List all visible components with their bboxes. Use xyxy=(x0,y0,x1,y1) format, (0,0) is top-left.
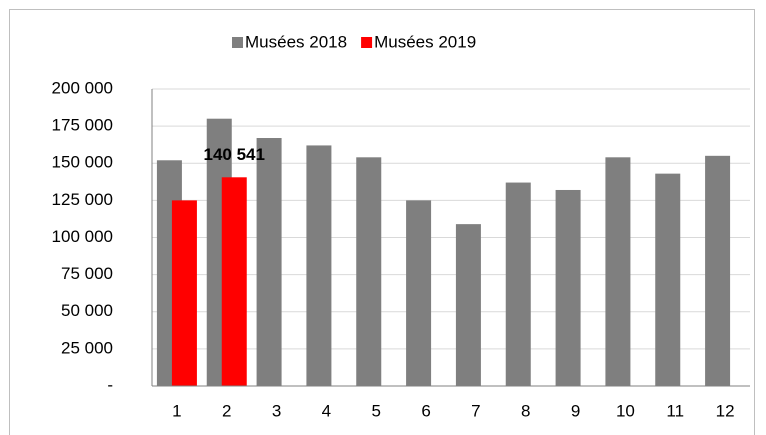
x-tick-label: 7 xyxy=(471,401,480,420)
bar xyxy=(256,138,282,386)
x-tick-label: 9 xyxy=(571,401,580,420)
bar xyxy=(505,182,531,386)
y-tick-label: 100 000 xyxy=(52,227,113,246)
y-tick-label: 75 000 xyxy=(61,264,113,283)
bar xyxy=(171,200,197,386)
x-tick-label: 10 xyxy=(616,401,635,420)
y-tick-label: 175 000 xyxy=(52,116,113,135)
legend-label: Musées 2019 xyxy=(374,32,476,51)
bar xyxy=(455,224,481,386)
x-tick-label: 12 xyxy=(716,401,735,420)
x-tick-label: 2 xyxy=(222,401,231,420)
bar xyxy=(605,157,631,386)
bar xyxy=(356,157,382,386)
x-tick-label: 5 xyxy=(372,401,381,420)
x-tick-label: 6 xyxy=(421,401,430,420)
bar xyxy=(705,155,731,386)
y-tick-label: 200 000 xyxy=(52,78,113,97)
legend-swatch xyxy=(361,37,373,48)
x-tick-label: 1 xyxy=(172,401,181,420)
y-tick-label: 50 000 xyxy=(61,301,113,320)
x-tick-label: 11 xyxy=(666,401,684,420)
y-tick-label: - xyxy=(107,375,113,394)
bar xyxy=(406,200,432,386)
y-tick-label: 125 000 xyxy=(52,190,113,209)
x-tick-label: 8 xyxy=(521,401,530,420)
chart-frame xyxy=(9,9,755,435)
bar xyxy=(221,177,247,386)
y-tick-label: 150 000 xyxy=(52,153,113,172)
bar xyxy=(306,145,332,386)
legend-label: Musées 2018 xyxy=(245,32,347,51)
x-tick-label: 4 xyxy=(322,401,331,420)
bar xyxy=(555,189,581,386)
x-tick-label: 3 xyxy=(272,401,281,420)
data-label: 140 541 xyxy=(204,145,265,164)
legend-swatch xyxy=(232,37,243,48)
bar xyxy=(655,173,681,386)
y-tick-label: 25 000 xyxy=(61,338,113,357)
